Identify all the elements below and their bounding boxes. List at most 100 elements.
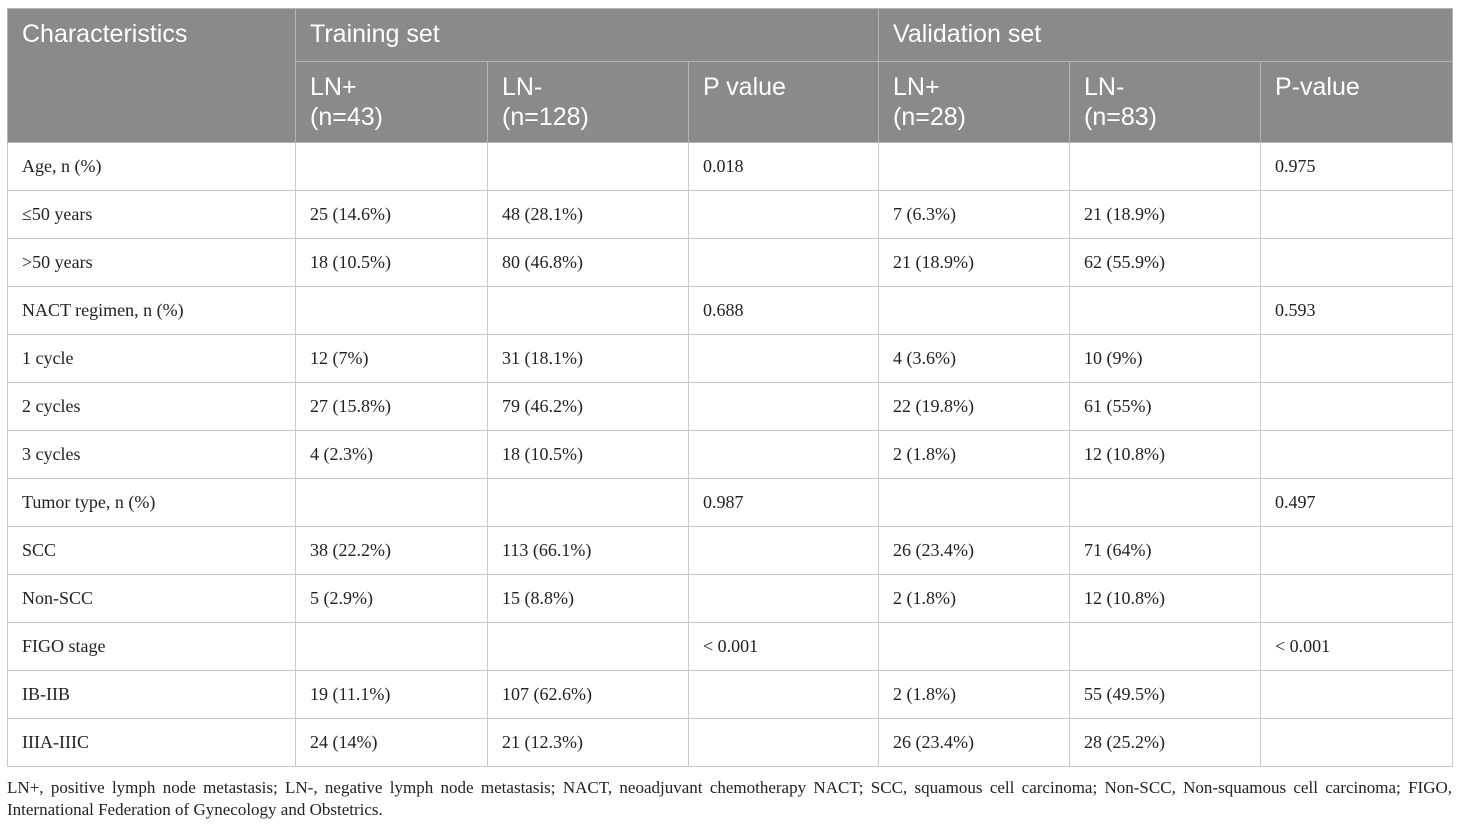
table-cell-p-value [1260,190,1454,239]
table-cell-p-value: 0.975 [1260,142,1454,191]
table-cell: 24 (14%) [295,718,488,767]
table-footnote: LN+, positive lymph node metastasis; LN-… [7,778,1452,819]
table-cell-p-value [687,430,880,479]
table-cell: 7 (6.3%) [878,190,1071,239]
table-cell: 18 (10.5%) [295,238,488,287]
table-cell: 38 (22.2%) [295,526,488,575]
header-label-line2: (n=28) [893,103,966,131]
header-label-line2: (n=83) [1084,103,1157,131]
table-cell-p-value [1260,238,1454,287]
table-cell [1069,622,1262,671]
header-training-ln-negative: LN- (n=128) [487,61,689,143]
table-cell-p-value [1260,430,1454,479]
table-cell [295,286,488,335]
header-label-line1: LN+ [893,73,940,101]
table-cell: 4 (3.6%) [878,334,1071,383]
table-cell: 107 (62.6%) [487,670,689,719]
characteristics-table-container: Characteristics Training set Validation … [7,8,1454,767]
table-cell: 12 (7%) [295,334,488,383]
table-cell-p-value [687,382,880,431]
table-cell: 5 (2.9%) [295,574,488,623]
table-cell: 28 (25.2%) [1069,718,1262,767]
table-cell-p-value [1260,334,1454,383]
table-cell: 80 (46.8%) [487,238,689,287]
table-cell: 26 (23.4%) [878,718,1071,767]
table-cell-p-value: 0.497 [1260,478,1454,527]
table-cell: 25 (14.6%) [295,190,488,239]
table-cell-characteristic: SCC [7,526,296,575]
table-cell-characteristic: >50 years [7,238,296,287]
table-cell [878,622,1071,671]
table-cell-p-value: 0.688 [687,286,880,335]
table-cell-p-value: < 0.001 [1260,622,1454,671]
table-cell [878,286,1071,335]
table-row: SCC 38 (22.2%) 113 (66.1%) 26 (23.4%) 71… [7,526,1454,575]
table-row: Age, n (%) 0.018 0.975 [7,142,1454,191]
table-row: ≤50 years 25 (14.6%) 48 (28.1%) 7 (6.3%)… [7,190,1454,239]
table-cell-p-value: 0.018 [687,142,880,191]
table-cell: 12 (10.8%) [1069,574,1262,623]
table-cell-p-value: 0.987 [687,478,880,527]
table-cell: 15 (8.8%) [487,574,689,623]
table-cell: 2 (1.8%) [878,574,1071,623]
table-cell [1069,478,1262,527]
header-label-line2: (n=43) [310,103,383,131]
header-label-line1: LN+ [310,73,357,101]
table-cell [295,478,488,527]
header-label-line1: LN- [1084,73,1125,101]
header-validation-ln-negative: LN- (n=83) [1069,61,1262,143]
header-label-line1: P value [703,73,786,101]
table-cell: 62 (55.9%) [1069,238,1262,287]
table-cell [487,286,689,335]
table-cell-p-value: 0.593 [1260,286,1454,335]
table-row: IIIA-IIIC 24 (14%) 21 (12.3%) 26 (23.4%)… [7,718,1454,767]
table-cell: 61 (55%) [1069,382,1262,431]
table-cell [487,478,689,527]
table-header: Characteristics Training set Validation … [7,8,1454,143]
table-row: Tumor type, n (%) 0.987 0.497 [7,478,1454,527]
table-cell-p-value [1260,382,1454,431]
table-cell-p-value [687,190,880,239]
table-cell [295,142,488,191]
table-cell: 79 (46.2%) [487,382,689,431]
header-validation-p-value: P-value [1260,61,1454,143]
table-row: IB-IIB 19 (11.1%) 107 (62.6%) 2 (1.8%) 5… [7,670,1454,719]
table-cell [295,622,488,671]
table-cell-p-value [687,574,880,623]
table-row: 2 cycles 27 (15.8%) 79 (46.2%) 22 (19.8%… [7,382,1454,431]
header-training-ln-positive: LN+ (n=43) [295,61,488,143]
header-label-line2: (n=128) [502,103,589,131]
table-cell-characteristic: 3 cycles [7,430,296,479]
table-cell: 2 (1.8%) [878,430,1071,479]
characteristics-table: Characteristics Training set Validation … [7,8,1454,767]
table-row: >50 years 18 (10.5%) 80 (46.8%) 21 (18.9… [7,238,1454,287]
table-cell: 71 (64%) [1069,526,1262,575]
table-row: NACT regimen, n (%) 0.688 0.593 [7,286,1454,335]
table-cell-characteristic: ≤50 years [7,190,296,239]
table-cell: 55 (49.5%) [1069,670,1262,719]
table-cell-p-value [1260,526,1454,575]
table-cell-characteristic: IB-IIB [7,670,296,719]
table-cell-p-value [687,670,880,719]
table-cell: 48 (28.1%) [487,190,689,239]
table-cell-p-value [1260,718,1454,767]
table-cell-p-value [687,526,880,575]
header-training-p-value: P value [687,61,880,143]
table-cell-characteristic: Age, n (%) [7,142,296,191]
table-cell: 4 (2.3%) [295,430,488,479]
table-row: 3 cycles 4 (2.3%) 18 (10.5%) 2 (1.8%) 12… [7,430,1454,479]
table-cell-characteristic: Tumor type, n (%) [7,478,296,527]
table-cell-p-value: < 0.001 [687,622,880,671]
table-cell-p-value [1260,574,1454,623]
table-cell-characteristic: IIIA-IIIC [7,718,296,767]
table-cell [878,142,1071,191]
table-cell: 113 (66.1%) [487,526,689,575]
table-cell-p-value [1260,670,1454,719]
table-cell-p-value [687,718,880,767]
table-cell [487,622,689,671]
table-cell: 19 (11.1%) [295,670,488,719]
table-cell-characteristic: FIGO stage [7,622,296,671]
table-cell [1069,286,1262,335]
header-characteristics: Characteristics [7,8,296,143]
table-row: Non-SCC 5 (2.9%) 15 (8.8%) 2 (1.8%) 12 (… [7,574,1454,623]
